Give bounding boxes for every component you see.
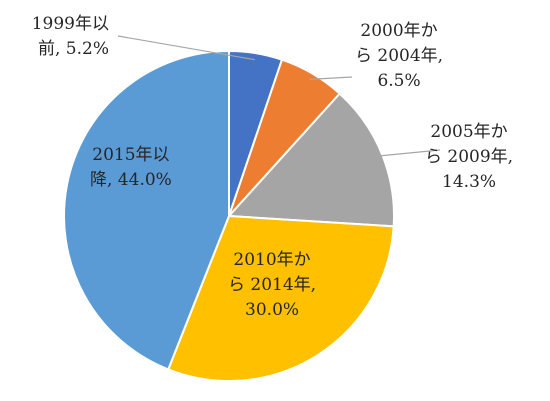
slice-2015-after	[63, 49, 230, 371]
label-2000-line3: 6.5%	[377, 71, 421, 91]
label-1999-line2: 前, 5.2%	[38, 39, 109, 59]
label-2005-2009: 2005年か ら 2009年, 14.3%	[425, 120, 513, 195]
label-2010-line2: ら 2014年,	[228, 275, 317, 295]
label-1999-before: 1999年以 前, 5.2%	[32, 12, 109, 62]
label-2015-line2: 降, 44.0%	[90, 170, 172, 190]
label-2010-2014: 2010年か ら 2014年, 30.0%	[228, 248, 316, 323]
label-2010-line1: 2010年か	[233, 250, 311, 270]
label-2000-line1: 2000年か	[360, 21, 438, 41]
slice-2005-2009	[226, 92, 395, 228]
label-2010-line3: 30.0%	[245, 300, 300, 320]
leader-line-1999-before	[117, 35, 255, 61]
label-2000-line2: ら 2004年,	[355, 46, 444, 66]
leader-line-2005-2009	[375, 149, 441, 157]
label-2000-2004: 2000年か ら 2004年, 6.5%	[355, 19, 443, 94]
label-2005-line3: 14.3%	[442, 172, 497, 192]
label-2015-line1: 2015年以	[92, 145, 170, 165]
leader-line-2000-2004	[309, 76, 353, 80]
label-2005-line2: ら 2009年,	[425, 147, 514, 167]
label-1999-line1: 1999年以	[31, 14, 109, 34]
slice-2010-2014	[166, 214, 395, 382]
label-2005-line1: 2005年か	[430, 122, 508, 142]
label-2015-after: 2015年以 降, 44.0%	[90, 143, 172, 193]
